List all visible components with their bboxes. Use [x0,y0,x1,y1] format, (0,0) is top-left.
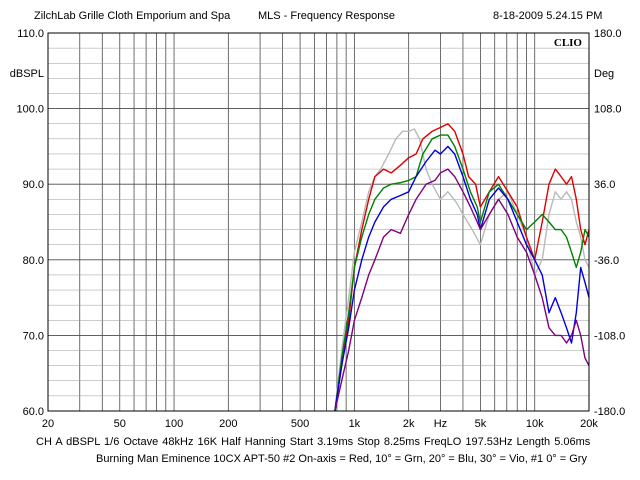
x-tick-label: 1k [349,418,361,430]
axis-labels: 110.0 100.0 90.0 80.0 70.0 60.0 180.0 108.0 36.0… [16,28,625,430]
series-line-1 [334,128,590,412]
x-tick-label: 5k [475,418,487,430]
chart-title-left: ZilchLab Grille Cloth Emporium and Spa [34,10,231,22]
plot-frame [47,32,590,412]
y-tick-label: 90.0 [23,179,44,191]
x-tick-label: 100 [165,418,183,430]
y2-tick-label: 108.0 [594,104,622,116]
y2-tick-label: 180.0 [594,28,622,40]
clio-logo: CLIO [554,37,583,49]
y2-axis-label: Deg [594,68,614,80]
x-tick-label: 500 [291,418,309,430]
x-tick-label: 50 [114,418,126,430]
series-layer [334,122,590,412]
series-line-3 [334,134,590,412]
chart-title-center: MLS - Frequency Response [258,10,395,22]
y2-tick-label: -108.0 [594,330,625,342]
x-tick-label: Hz [434,418,447,430]
y2-tick-label: -180.0 [594,406,625,418]
y-tick-label: 110.0 [17,28,44,40]
grid [48,33,589,411]
x-tick-label: 2k [403,418,415,430]
y2-tick-label: -36.0 [594,255,619,267]
series-line-4 [334,145,590,412]
y-axis-label: dBSPL [10,68,44,80]
y-tick-label: 60.0 [23,406,44,418]
y-tick-label: 70.0 [23,330,44,342]
y-tick-label: 100.0 [16,104,44,116]
series-line-2 [334,122,590,412]
chart-description: Burning Man Eminence 10CX APT-50 #2 On-a… [96,453,587,465]
y-tick-label: 80.0 [23,255,44,267]
y2-tick-label: 36.0 [594,179,615,191]
x-tick-label: 10k [526,418,544,430]
x-tick-label: 20 [42,418,54,430]
series-line-5 [334,168,590,412]
x-tick-label: 20k [580,418,598,430]
measurement-parameters: CH A dBSPL 1/6 Octave 48kHz 16K Half Han… [36,436,591,448]
chart-timestamp: 8-18-2009 5.24.15 PM [493,10,603,22]
x-tick-label: 200 [219,418,237,430]
